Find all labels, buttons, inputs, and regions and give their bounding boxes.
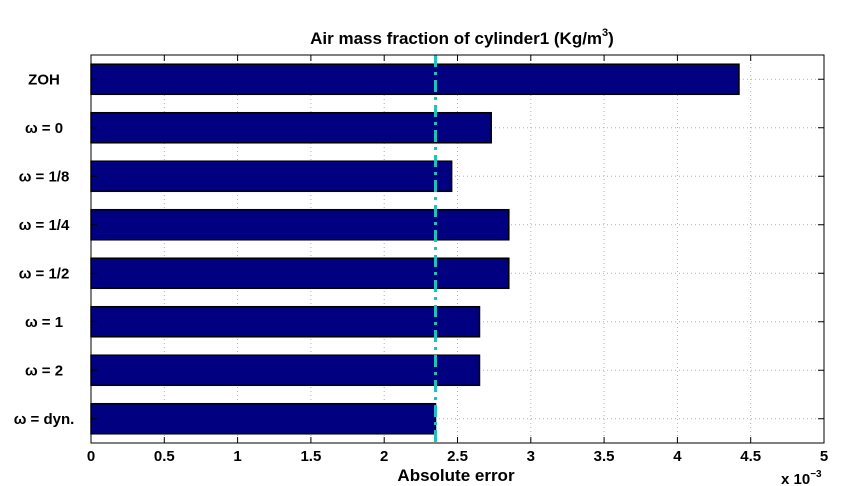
bar [90, 63, 740, 96]
category-label: ω = 1/8 [19, 168, 70, 185]
x-tick-label: 2 [380, 448, 388, 465]
category-label: ω = 0 [25, 120, 63, 137]
x-tick-label: 3.5 [594, 448, 615, 465]
x-tick-label: 1 [233, 448, 241, 465]
category-label: ω = 1/4 [19, 217, 70, 234]
x-tick-label: 3 [527, 448, 535, 465]
category-label: ω = 1/2 [19, 265, 70, 282]
bar [90, 160, 453, 193]
x-tick-label: 5 [820, 448, 828, 465]
category-labels: ZOH ω = 0 ω = 1/8 ω = 1/4 ω = 1/2 ω = 1 ω = 2 ω… [14, 71, 75, 428]
category-label: ZOH [28, 71, 60, 88]
x-tick-label: 0 [87, 448, 95, 465]
bar [90, 305, 481, 338]
chart-title: Air mass fraction of cylinder1 (Kg/m3) [310, 27, 614, 48]
category-label: ω = dyn. [14, 411, 75, 428]
x-tick-label: 2.5 [447, 448, 468, 465]
x-tick-labels: 0 0.5 1 1.5 2 2.5 3 3.5 4 4.5 5 [87, 448, 828, 465]
bar [90, 111, 492, 144]
bar [90, 208, 510, 241]
x-axis-label: Absolute error [397, 466, 515, 485]
x-axis-multiplier: x 10−3 [781, 469, 822, 486]
axis-ticks [90, 55, 825, 443]
x-tick-label: 4.5 [740, 448, 761, 465]
bar [90, 257, 510, 290]
x-tick-label: 4 [673, 448, 682, 465]
x-tick-label: 0.5 [154, 448, 175, 465]
category-label: ω = 1 [25, 314, 63, 331]
bar [90, 354, 481, 387]
bar [90, 402, 437, 435]
x-tick-label: 1.5 [300, 448, 321, 465]
category-label: ω = 2 [25, 362, 63, 379]
bars [90, 63, 740, 435]
